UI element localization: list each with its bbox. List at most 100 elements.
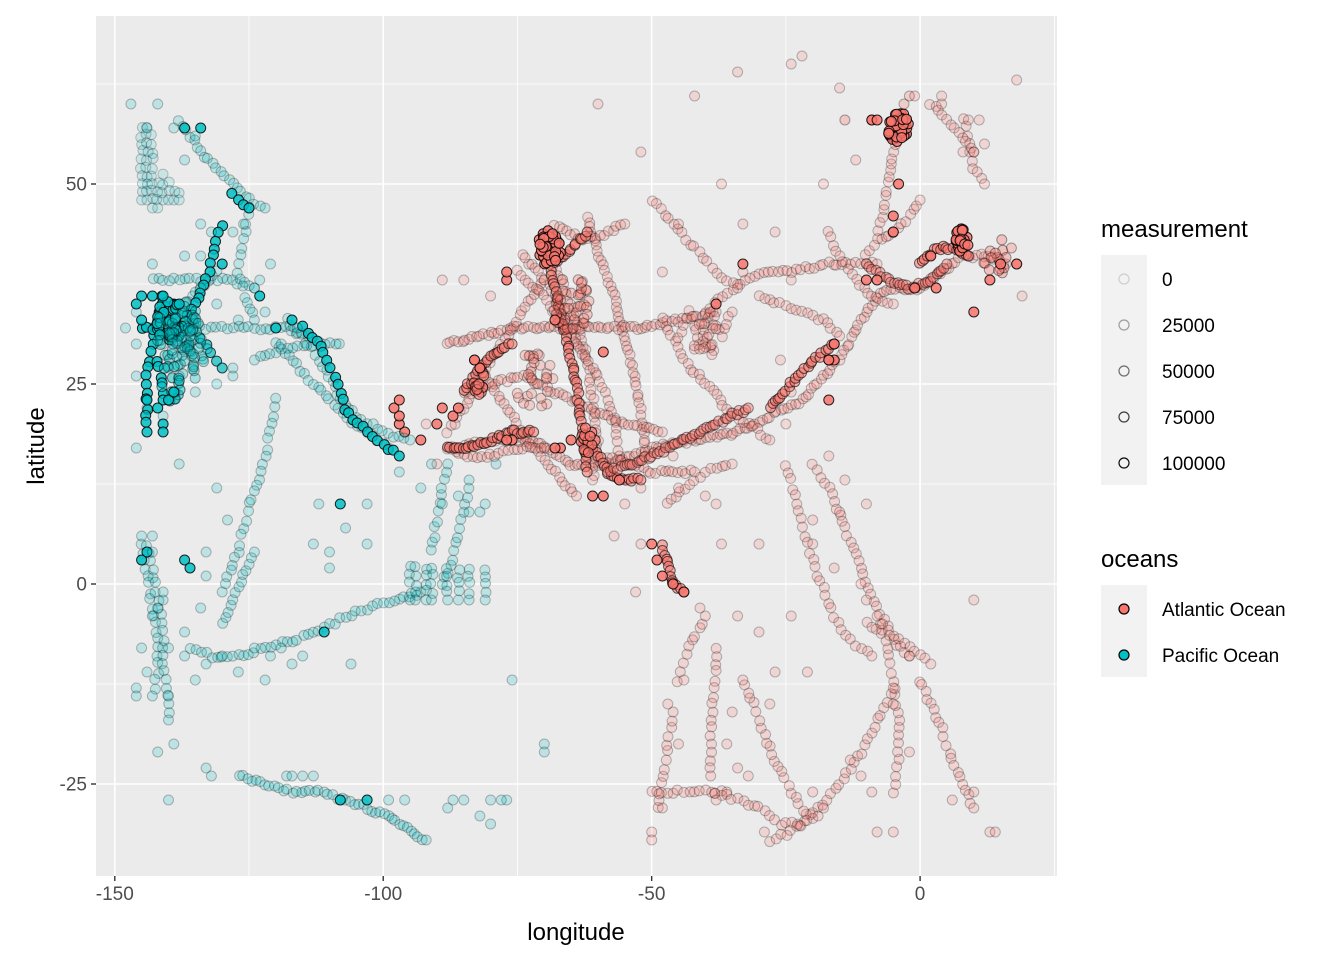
atlantic-ocean-point <box>549 314 561 326</box>
atlantic-ocean-point <box>535 392 547 404</box>
pacific-ocean-point <box>226 187 238 199</box>
atlantic-ocean-point <box>585 383 597 395</box>
pacific-ocean-point <box>220 612 232 623</box>
atlantic-ocean-point <box>858 311 870 323</box>
pacific-ocean-point <box>404 591 415 603</box>
atlantic-ocean-point <box>599 386 611 398</box>
pacific-ocean-point <box>147 193 159 205</box>
atlantic-ocean-point <box>834 82 846 94</box>
atlantic-ocean-point <box>776 819 788 831</box>
pacific-ocean-point <box>136 178 148 190</box>
atlantic-ocean-point <box>565 287 577 299</box>
atlantic-ocean-point <box>859 739 871 751</box>
atlantic-ocean-point <box>882 176 894 188</box>
atlantic-ocean-point <box>710 665 722 676</box>
atlantic-ocean-point <box>694 246 706 258</box>
pacific-ocean-point <box>259 641 271 653</box>
atlantic-ocean-point <box>883 273 895 285</box>
atlantic-ocean-point <box>783 780 795 792</box>
pacific-ocean-point <box>212 651 224 663</box>
atlantic-ocean-point <box>662 787 674 799</box>
atlantic-ocean-point <box>501 434 513 446</box>
pacific-ocean-point <box>163 394 174 406</box>
atlantic-ocean-point <box>758 267 770 278</box>
atlantic-ocean-point <box>720 460 731 471</box>
atlantic-ocean-point <box>670 335 682 347</box>
pacific-ocean-point <box>157 650 169 661</box>
atlantic-ocean-point <box>638 427 650 439</box>
atlantic-ocean-point <box>863 261 875 273</box>
atlantic-ocean-point <box>577 317 589 329</box>
atlantic-ocean-point <box>678 786 690 798</box>
pacific-ocean-point <box>453 585 465 597</box>
atlantic-ocean-point <box>731 409 743 421</box>
pacific-ocean-point <box>239 276 250 288</box>
atlantic-ocean-point <box>656 777 668 789</box>
atlantic-ocean-point <box>800 391 812 403</box>
atlantic-ocean-point <box>650 441 662 453</box>
pacific-ocean-point <box>152 641 164 653</box>
atlantic-ocean-point <box>786 816 798 828</box>
atlantic-ocean-point <box>922 277 934 289</box>
atlantic-ocean-point <box>812 801 824 813</box>
pacific-ocean-point <box>445 559 457 571</box>
pacific-ocean-point <box>312 784 324 796</box>
pacific-ocean-point <box>411 580 422 592</box>
atlantic-ocean-point <box>693 434 705 445</box>
atlantic-ocean-point <box>808 262 820 274</box>
atlantic-ocean-point <box>700 784 712 796</box>
pacific-ocean-point <box>216 258 228 270</box>
atlantic-ocean-point <box>639 322 651 333</box>
atlantic-ocean-point <box>807 786 819 798</box>
atlantic-ocean-point <box>518 369 530 381</box>
atlantic-ocean-point <box>610 295 622 307</box>
atlantic-ocean-point <box>576 276 588 288</box>
atlantic-ocean-point <box>830 245 842 257</box>
atlantic-ocean-point <box>522 368 534 380</box>
pacific-ocean-point <box>188 311 200 323</box>
atlantic-ocean-point <box>811 571 823 583</box>
atlantic-ocean-point <box>649 467 661 479</box>
pacific-ocean-point <box>248 546 260 558</box>
atlantic-ocean-point <box>595 255 607 267</box>
atlantic-ocean-point <box>881 697 893 708</box>
atlantic-ocean-point <box>628 321 640 332</box>
atlantic-ocean-point <box>704 762 716 774</box>
atlantic-ocean-point <box>441 338 453 349</box>
atlantic-ocean-point <box>843 339 855 351</box>
atlantic-ocean-point <box>706 786 718 798</box>
atlantic-ocean-point <box>905 208 917 220</box>
atlantic-ocean-point <box>497 445 509 457</box>
pacific-ocean-point <box>281 783 293 795</box>
atlantic-ocean-point <box>522 320 534 332</box>
atlantic-ocean-point <box>748 697 760 708</box>
pacific-ocean-point <box>142 570 154 582</box>
atlantic-ocean-point <box>619 321 631 333</box>
atlantic-ocean-point <box>594 407 606 419</box>
pacific-ocean-point <box>205 226 217 238</box>
pacific-ocean-point <box>275 343 287 355</box>
atlantic-ocean-point <box>882 643 894 655</box>
pacific-ocean-point <box>329 399 341 411</box>
atlantic-ocean-point <box>651 785 663 797</box>
pacific-ocean-point <box>386 813 398 824</box>
pacific-ocean-point <box>333 338 345 350</box>
atlantic-ocean-point <box>661 739 673 751</box>
atlantic-ocean-point <box>845 258 856 270</box>
atlantic-ocean-point <box>493 390 505 402</box>
atlantic-ocean-point <box>677 657 689 669</box>
atlantic-ocean-point <box>848 756 860 768</box>
atlantic-ocean-point <box>645 451 657 463</box>
pacific-ocean-point <box>248 642 260 654</box>
pacific-ocean-point <box>215 651 227 663</box>
atlantic-ocean-point <box>549 388 561 400</box>
atlantic-ocean-point <box>784 824 796 836</box>
atlantic-ocean-point <box>884 657 896 669</box>
atlantic-ocean-point <box>878 702 890 714</box>
atlantic-ocean-point <box>828 562 840 574</box>
pacific-ocean-point <box>442 458 454 470</box>
atlantic-ocean-point <box>526 374 538 386</box>
atlantic-ocean-point <box>830 259 842 271</box>
pacific-ocean-point <box>538 738 550 750</box>
atlantic-ocean-point <box>743 417 755 429</box>
